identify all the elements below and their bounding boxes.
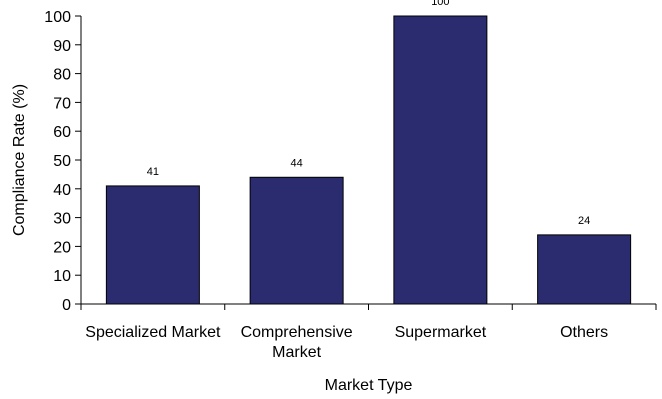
x-category-label-line: Supermarket [395, 324, 487, 341]
y-tick-label: 90 [53, 38, 71, 55]
y-tick-label: 10 [53, 268, 71, 285]
bar [393, 15, 488, 305]
y-tick-label: 60 [53, 124, 71, 141]
x-category-label: Specialized Market [85, 324, 221, 341]
y-tick-label: 20 [53, 239, 71, 256]
x-axis-ticks [80, 304, 657, 310]
bars-group [105, 15, 632, 305]
x-category-label: Supermarket [395, 324, 487, 341]
bar [249, 176, 344, 305]
y-tick-label: 50 [53, 153, 71, 170]
x-category-label-line: Specialized Market [85, 324, 221, 341]
y-tick-label: 100 [44, 9, 71, 26]
x-category-label: Comprehensive Market [241, 324, 353, 361]
x-axis-category-labels: Specialized Market Comprehensive Market Sup… [85, 324, 608, 361]
y-tick-label: 40 [53, 182, 71, 199]
x-category-label-line: Others [560, 324, 608, 341]
y-tick-label: 70 [53, 95, 71, 112]
x-category-label: Others [560, 324, 608, 341]
y-tick-label: 80 [53, 67, 71, 84]
bar-value-label: 24 [578, 215, 590, 227]
bar-value-label: 100 [431, 0, 449, 8]
x-category-label-line: Market [272, 344, 321, 361]
bar [537, 234, 632, 305]
bar-value-label: 41 [147, 166, 159, 178]
y-axis-ticks: 0 10 20 30 40 50 60 70 80 90 100 [44, 9, 81, 314]
y-axis-title: Compliance Rate (%) [11, 84, 28, 236]
bar [105, 185, 200, 305]
value-labels-group: 41 44 100 24 [147, 0, 591, 227]
x-category-label-line: Comprehensive [241, 324, 353, 341]
x-axis-title: Market Type [325, 377, 413, 394]
y-tick-label: 30 [53, 211, 71, 228]
bar-value-label: 44 [291, 157, 303, 169]
y-tick-label: 0 [62, 297, 71, 314]
